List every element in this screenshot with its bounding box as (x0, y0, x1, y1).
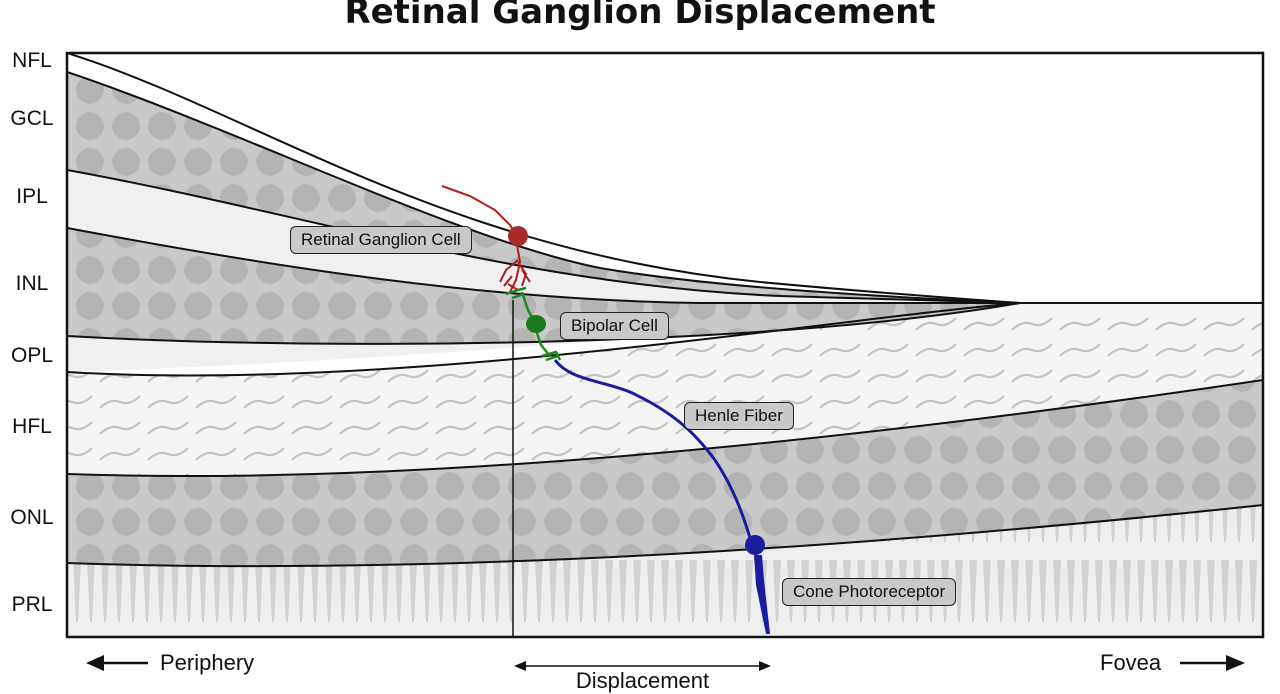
bipolar-cell (505, 286, 562, 362)
displacement-label: Displacement (575, 668, 710, 693)
layer-label-onl: ONL (10, 506, 54, 529)
layer-label-gcl: GCL (10, 107, 54, 130)
bipolar-cell-label: Bipolar Cell (560, 312, 669, 340)
cone-photoreceptor (745, 535, 770, 634)
layer-label-nfl: NFL (12, 49, 52, 72)
ipl-layer (67, 170, 1020, 303)
inl-layer (67, 228, 1020, 344)
ganglion-cell (441, 185, 531, 293)
gcl-layer (67, 72, 1020, 303)
onl-layer (67, 380, 1263, 567)
diagram-title: Retinal Ganglion Displacement (344, 0, 936, 32)
fovea-label: Fovea (1100, 650, 1162, 675)
layer-label-inl: INL (15, 272, 49, 295)
periphery-label: Periphery (160, 650, 255, 675)
layer-label-prl: PRL (11, 593, 53, 616)
opl-layer (67, 303, 1020, 372)
layer-label-opl: OPL (10, 344, 54, 367)
fovea-arrow (1180, 655, 1245, 671)
prl-layer (67, 505, 1263, 637)
cone-photoreceptor-label: Cone Photoreceptor (782, 578, 957, 606)
ganglion-cell-label: Retinal Ganglion Cell (290, 226, 472, 254)
layer-label-hfl: HFL (12, 415, 52, 438)
henle-fiber-label: Henle Fiber (684, 402, 794, 430)
periphery-arrow (86, 655, 148, 671)
hfl-layer (67, 303, 1263, 477)
layer-label-ipl: IPL (16, 185, 48, 208)
displacement-arrow (514, 661, 771, 671)
